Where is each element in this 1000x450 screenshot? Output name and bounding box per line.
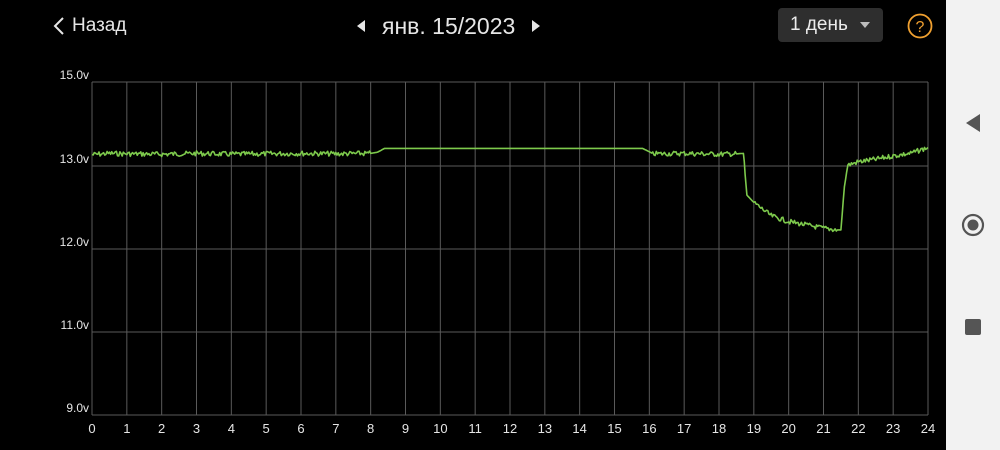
x-axis-ticks: 0 1 2 3 4 5 6 7 8 9 10 11 12 13 14 15 16 17 18 19 20 21 22 23 24 bbox=[88, 421, 935, 436]
svg-text:?: ? bbox=[916, 19, 925, 36]
x-tick-label: 3 bbox=[193, 421, 200, 436]
y-axis-ticks: 9.0v 11.0v 12.0v 13.0v 15.0v bbox=[60, 68, 89, 415]
x-tick-label: 2 bbox=[158, 421, 165, 436]
chart-series bbox=[91, 146, 929, 233]
back-label: Назад bbox=[72, 15, 127, 36]
x-tick-label: 23 bbox=[886, 421, 900, 436]
x-tick-label: 14 bbox=[572, 421, 586, 436]
y-tick-label: 13.0v bbox=[60, 152, 89, 166]
x-tick-label: 7 bbox=[332, 421, 339, 436]
app-screen: Назад янв. 15/2023 1 день ? 9.0v 11.0v 12.… bbox=[52, 8, 936, 436]
next-date-button[interactable] bbox=[527, 10, 545, 42]
x-tick-label: 11 bbox=[468, 421, 482, 436]
x-tick-label: 9 bbox=[402, 421, 409, 436]
nav-recents-icon[interactable] bbox=[964, 318, 982, 336]
x-tick-label: 17 bbox=[677, 421, 691, 436]
range-label: 1 день bbox=[790, 14, 848, 35]
x-tick-label: 12 bbox=[503, 421, 517, 436]
y-tick-label: 15.0v bbox=[60, 68, 89, 82]
triangle-left-icon bbox=[357, 20, 365, 32]
x-tick-label: 19 bbox=[747, 421, 761, 436]
nav-back-icon[interactable] bbox=[963, 113, 983, 133]
x-tick-label: 24 bbox=[921, 421, 935, 436]
x-tick-label: 15 bbox=[607, 421, 621, 436]
x-tick-label: 4 bbox=[228, 421, 235, 436]
x-tick-label: 1 bbox=[123, 421, 130, 436]
x-tick-label: 5 bbox=[263, 421, 270, 436]
chevron-left-icon bbox=[53, 17, 64, 35]
date-label: янв. 15/2023 bbox=[382, 12, 516, 39]
x-tick-label: 8 bbox=[367, 421, 374, 436]
caret-down-icon bbox=[860, 22, 870, 28]
x-tick-label: 0 bbox=[88, 421, 95, 436]
y-tick-label: 9.0v bbox=[66, 401, 89, 415]
x-tick-label: 20 bbox=[781, 421, 795, 436]
chart-grid bbox=[91, 81, 929, 416]
help-question-icon[interactable]: ? bbox=[907, 13, 933, 39]
y-tick-label: 12.0v bbox=[60, 235, 89, 249]
back-button[interactable]: Назад bbox=[52, 12, 126, 40]
x-tick-label: 13 bbox=[538, 421, 552, 436]
x-tick-label: 16 bbox=[642, 421, 656, 436]
range-dropdown[interactable]: 1 день bbox=[778, 8, 883, 42]
x-tick-label: 6 bbox=[297, 421, 304, 436]
system-nav-bar bbox=[946, 0, 1000, 450]
nav-home-icon[interactable] bbox=[961, 213, 985, 237]
x-tick-label: 18 bbox=[712, 421, 726, 436]
triangle-right-icon bbox=[532, 20, 541, 32]
date-selector: янв. 15/2023 bbox=[352, 10, 545, 42]
x-tick-label: 22 bbox=[851, 421, 865, 436]
prev-date-button[interactable] bbox=[352, 10, 370, 42]
x-tick-label: 10 bbox=[433, 421, 447, 436]
y-tick-label: 11.0v bbox=[61, 318, 89, 332]
voltage-series-line bbox=[91, 146, 929, 233]
x-tick-label: 21 bbox=[816, 421, 830, 436]
